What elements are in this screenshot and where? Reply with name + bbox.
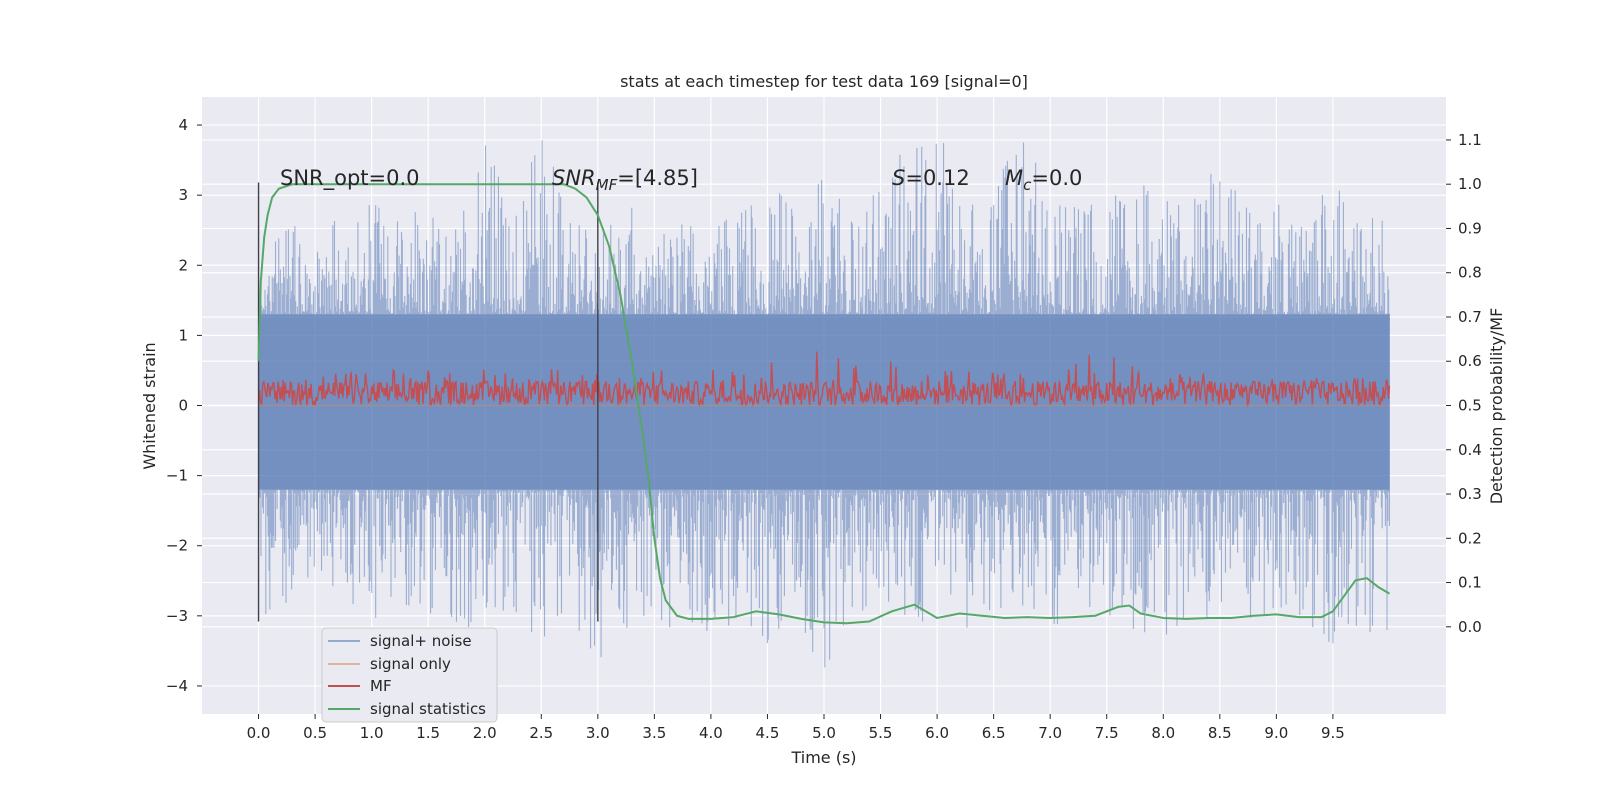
y-tick-label: −4 [166,677,188,695]
x-tick-label: 7.5 [1095,724,1119,742]
y-axis-right-ticks: 1.1 1.0 0.9 0.8 0.7 0.6 0.5 0.4 0.3 0.2 0.1 0.0 [1446,131,1482,636]
x-tick-label: 3.5 [642,724,666,742]
y-tick-label: 4 [178,116,188,134]
y-axis-right-label: Detection probability/MF [1487,308,1506,505]
y-tick-label: 3 [178,186,188,204]
y-right-tick-label: 1.1 [1458,131,1482,149]
annotation-snr-opt: SNR_opt=0.0 [280,166,420,191]
vertical-markers [257,182,599,622]
signal-statistics-line [257,183,1390,625]
x-tick-label: 7.0 [1038,724,1062,742]
y-right-tick-label: 0.3 [1458,485,1482,503]
chart-title: stats at each timestep for test data 169… [620,72,1028,91]
x-tick-label: 8.5 [1208,724,1232,742]
annotation-snr-mf: SNRMF=[4.85] [552,166,698,194]
x-tick-label: 4.5 [756,724,780,742]
x-tick-label: 0.5 [303,724,327,742]
y-axis-label: Whitened strain [140,342,159,469]
y-right-tick-label: 0.7 [1458,308,1482,326]
x-tick-label: 2.0 [473,724,497,742]
x-tick-label: 6.5 [982,724,1006,742]
series-signal-statistics [257,183,1390,625]
series-signal-plus-noise [258,140,1390,668]
y-tick-label: −1 [166,467,188,485]
legend-label-mf: MF [370,677,392,695]
legend-label-stat: signal statistics [370,700,486,718]
x-tick-label: 1.0 [360,724,384,742]
y-tick-label: 1 [178,326,188,344]
x-tick-label: 3.0 [586,724,610,742]
x-tick-label: 8.0 [1151,724,1175,742]
mf-line [257,351,1391,408]
legend-box [321,627,498,723]
x-tick-label: 1.5 [416,724,440,742]
y-tick-label: −3 [166,607,188,625]
y-right-tick-label: 0.5 [1458,397,1482,415]
y-right-tick-label: 0.0 [1458,618,1482,636]
y-right-tick-label: 0.4 [1458,441,1482,459]
y-right-tick-label: 0.8 [1458,264,1482,282]
annotation-mc: Mc=0.0 [1005,166,1082,194]
x-tick-label: 5.0 [812,724,836,742]
x-tick-label: 9.5 [1321,724,1345,742]
x-tick-label: 6.0 [925,724,949,742]
y-axis-ticks: 4 3 2 1 0 −1 −2 −3 −4 [166,116,202,695]
x-tick-label: 0.0 [247,724,271,742]
y-right-tick-label: 0.9 [1458,219,1482,237]
x-tick-label: 5.5 [869,724,893,742]
y-tick-label: −2 [166,537,188,555]
y-tick-label: 0 [178,397,188,415]
x-axis-label: Time (s) [790,748,856,767]
legend-label-noise: signal+ noise [370,632,472,650]
x-tick-label: 4.0 [699,724,723,742]
y-right-tick-label: 0.2 [1458,529,1482,547]
x-tick-label: 2.5 [529,724,553,742]
legend: signal+ noise signal only MF signal stat… [321,627,498,723]
y-tick-label: 2 [178,256,188,274]
y-right-tick-label: 0.1 [1458,574,1482,592]
annotation-s: S=0.12 [892,166,970,190]
y-right-tick-label: 1.0 [1458,175,1482,193]
series-mf [257,351,1391,408]
legend-label-signal-only: signal only [370,655,451,673]
y-right-tick-label: 0.6 [1458,352,1482,370]
x-tick-label: 9.0 [1264,724,1288,742]
signal-plus-noise-core [258,314,1390,490]
x-axis-ticks: 0.0 0.5 1.0 1.5 2.0 2.5 3.0 3.5 4.0 4.5 5.0 5.5 6.0 6… [247,714,1345,742]
